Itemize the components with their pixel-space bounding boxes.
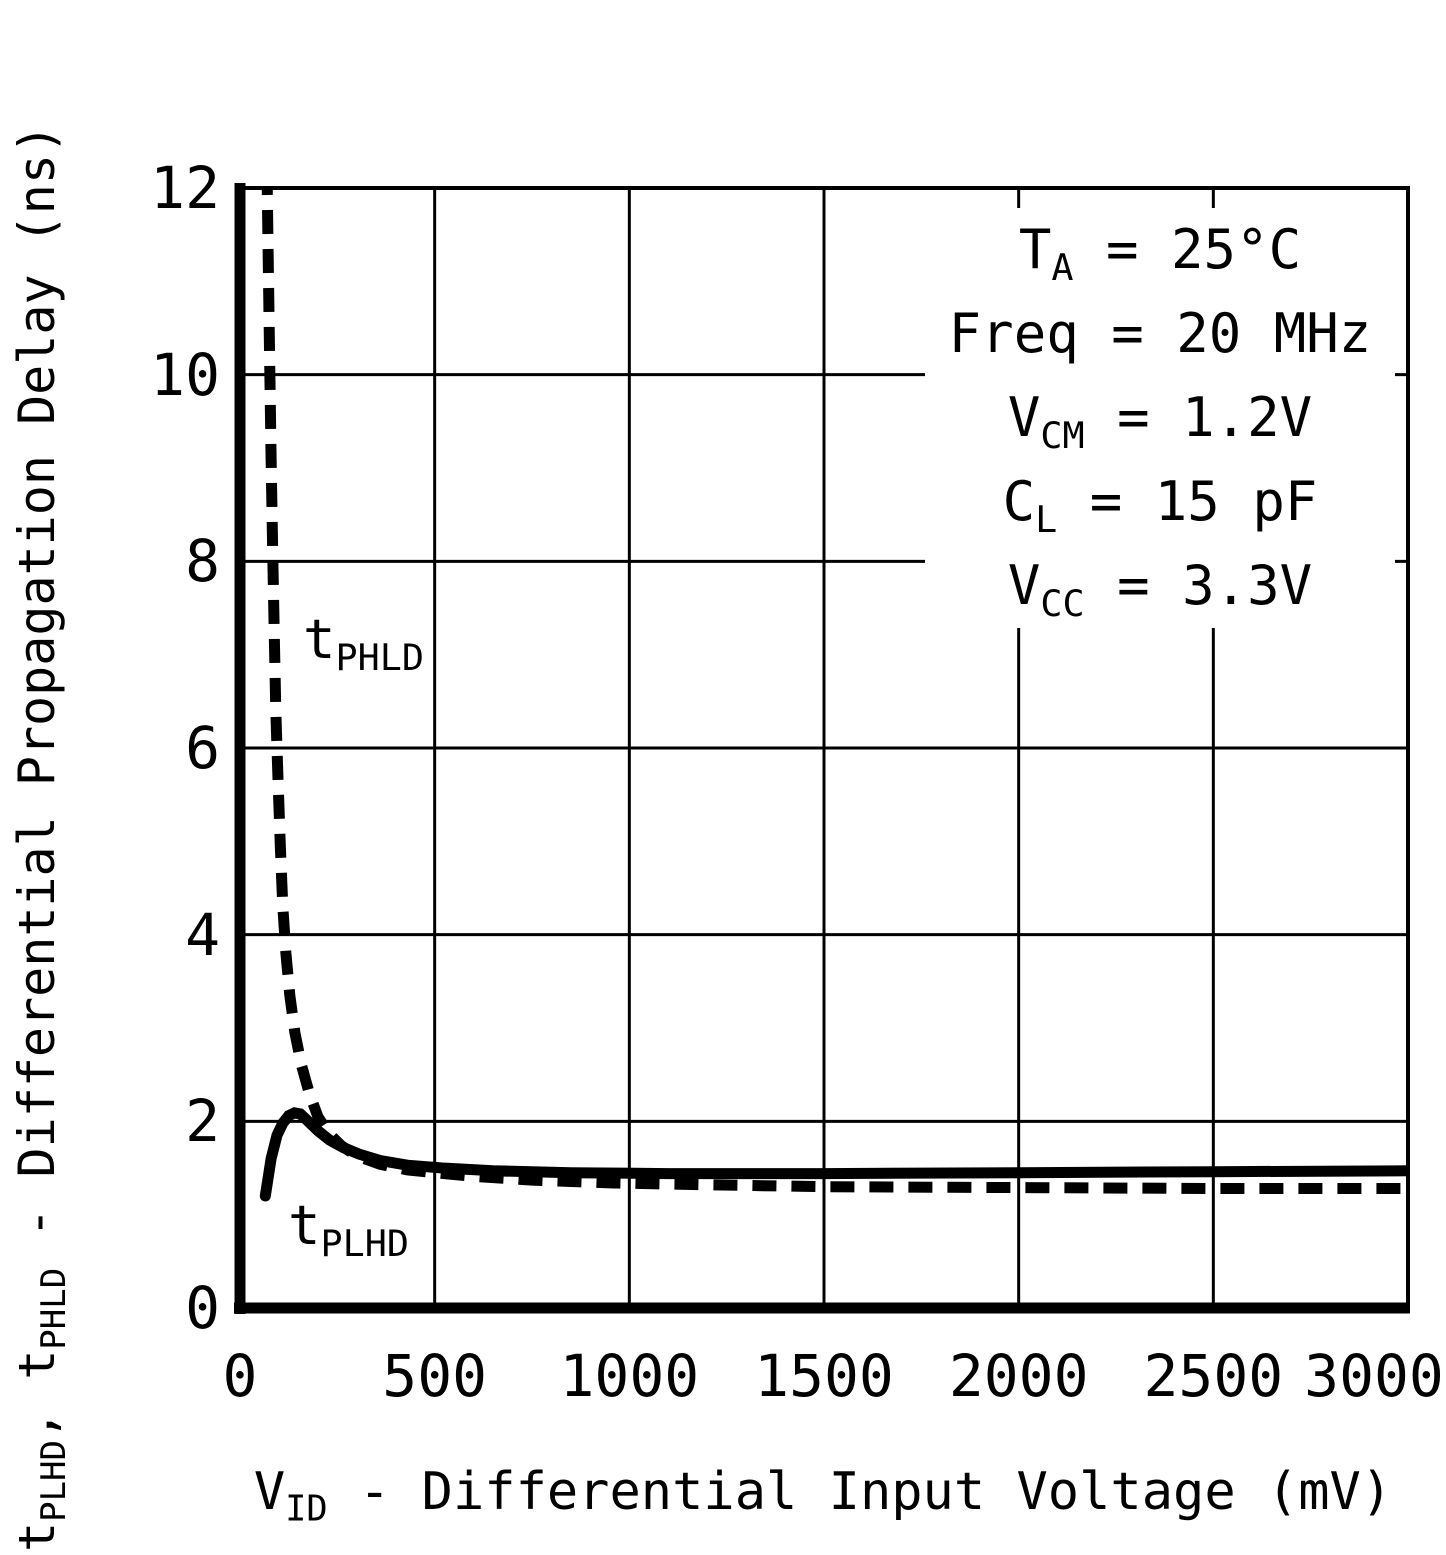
x-tick-label: 1500 (754, 1342, 894, 1410)
y-tick-label: 12 (150, 154, 220, 222)
x-tick-label: 3000 (1304, 1342, 1444, 1410)
series-curve-tPLHD (259, 1107, 1408, 1202)
condition-line: Freq = 20 MHz (925, 292, 1395, 376)
x-axis-label: VID - Differential Input Voltage (mV) (253, 1462, 1393, 1527)
condition-text: C (1002, 470, 1036, 533)
condition-text: = 20 MHz (1078, 302, 1372, 365)
curve-label-tphld-text: t (303, 608, 336, 671)
curve-label-tplhd-text: t (288, 1194, 321, 1257)
condition-text: T (1018, 218, 1052, 281)
y-axis-label-sub-phld: PHLD (34, 1267, 74, 1350)
condition-line: VCC = 3.3V (925, 544, 1395, 628)
condition-line: VCM = 1.2V (925, 376, 1395, 460)
curve-label-tphld-sub: PHLD (335, 635, 424, 679)
y-axis-label-text: , t (8, 1349, 66, 1440)
x-tick-label: 2500 (1143, 1342, 1284, 1410)
condition-text: = 1.2V (1084, 386, 1313, 449)
y-axis-label-text: t (8, 1521, 66, 1552)
y-axis-label-text: - Differential Propagation Delay (ns) (8, 123, 66, 1268)
condition-text: = 15 pF (1057, 470, 1318, 533)
y-axis-label: tPLHD, tPHLD - Differential Propagation … (8, 123, 74, 1552)
x-axis-label-text: V (253, 1462, 286, 1522)
condition-text: = 3.3V (1084, 554, 1313, 617)
curve-label-tplhd-sub: PLHD (320, 1221, 409, 1265)
test-conditions-block: TA = 25°C Freq = 20 MHz VCM = 1.2V CL = 15 … (925, 208, 1395, 628)
condition-subscript: CM (1040, 413, 1085, 457)
condition-line: CL = 15 pF (925, 460, 1395, 544)
x-tick-label: 2000 (948, 1342, 1089, 1410)
y-tick-label: 2 (185, 1087, 220, 1156)
y-tick-label: 0 (185, 1274, 220, 1342)
y-tick-label: 10 (150, 340, 220, 409)
x-tick-label: 1000 (559, 1342, 700, 1410)
condition-line: TA = 25°C (925, 208, 1395, 292)
x-axis-label-text: - Differential Input Voltage (mV) (327, 1462, 1393, 1522)
series-curve-tPHLD (261, 188, 1408, 1194)
curve-label-tplhd: tPLHD (283, 1194, 414, 1262)
x-tick-label: 500 (382, 1342, 488, 1410)
y-tick-label: 8 (185, 527, 220, 596)
y-tick-label: 4 (185, 900, 220, 969)
condition-subscript: CC (1040, 581, 1085, 625)
condition-subscript: A (1051, 245, 1074, 289)
x-tick-label: 0 (222, 1342, 258, 1410)
y-tick-label: 6 (185, 714, 220, 782)
condition-text: = 25°C (1073, 218, 1302, 281)
condition-text: V (1007, 554, 1041, 617)
x-axis-label-sub-vid: ID (285, 1488, 328, 1530)
y-axis-label-sub-plhd: PLHD (34, 1440, 74, 1522)
condition-text: V (1007, 386, 1041, 449)
condition-subscript: L (1035, 497, 1058, 541)
curve-label-tphld: tPHLD (298, 608, 429, 676)
condition-text: Freq (948, 302, 1079, 365)
